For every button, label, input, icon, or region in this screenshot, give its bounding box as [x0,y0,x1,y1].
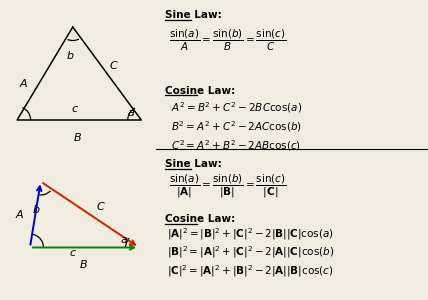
Text: Cosine Law:: Cosine Law: [165,85,235,95]
Text: A: A [15,209,23,220]
Text: C: C [110,61,117,71]
Text: b: b [33,205,40,215]
Text: A: A [20,79,27,89]
Text: c: c [70,248,76,259]
Text: B: B [80,260,87,271]
Text: a: a [121,235,128,245]
Text: Cosine Law:: Cosine Law: [165,214,235,224]
Text: $C^2 = A^2 + B^2 - 2AB\cos(c)$: $C^2 = A^2 + B^2 - 2AB\cos(c)$ [171,138,301,153]
Text: $\dfrac{\sin(a)}{|\mathbf{A}|} = \dfrac{\sin(b)}{|\mathbf{B}|} = \dfrac{\sin(c)}: $\dfrac{\sin(a)}{|\mathbf{A}|} = \dfrac{… [169,172,287,200]
Text: $|\mathbf{C}|^2 = |\mathbf{A}|^2 + |\mathbf{B}|^2 - 2|\mathbf{A}||\mathbf{B}|\co: $|\mathbf{C}|^2 = |\mathbf{A}|^2 + |\mat… [167,263,333,279]
Text: $A^2 = B^2 + C^2 - 2BC\cos(a)$: $A^2 = B^2 + C^2 - 2BC\cos(a)$ [171,100,303,116]
Text: $\dfrac{\sin(a)}{A} = \dfrac{\sin(b)}{B} = \dfrac{\sin(c)}{C}$: $\dfrac{\sin(a)}{A} = \dfrac{\sin(b)}{B}… [169,28,287,53]
Text: b: b [67,50,74,61]
Text: Sine Law:: Sine Law: [165,159,222,169]
Text: Sine Law:: Sine Law: [165,11,222,20]
Text: $|\mathbf{A}|^2 = |\mathbf{B}|^2 + |\mathbf{C}|^2 - 2|\mathbf{B}||\mathbf{C}|\co: $|\mathbf{A}|^2 = |\mathbf{B}|^2 + |\mat… [167,226,334,242]
Text: $|\mathbf{B}|^2 = |\mathbf{A}|^2 + |\mathbf{C}|^2 - 2|\mathbf{A}||\mathbf{C}|\co: $|\mathbf{B}|^2 = |\mathbf{A}|^2 + |\mat… [167,245,334,260]
Text: $B^2 = A^2 + C^2 - 2AC\cos(b)$: $B^2 = A^2 + C^2 - 2AC\cos(b)$ [171,119,302,134]
Text: C: C [97,202,104,212]
Text: a: a [127,107,134,118]
Text: c: c [72,104,78,115]
Text: B: B [73,133,81,143]
